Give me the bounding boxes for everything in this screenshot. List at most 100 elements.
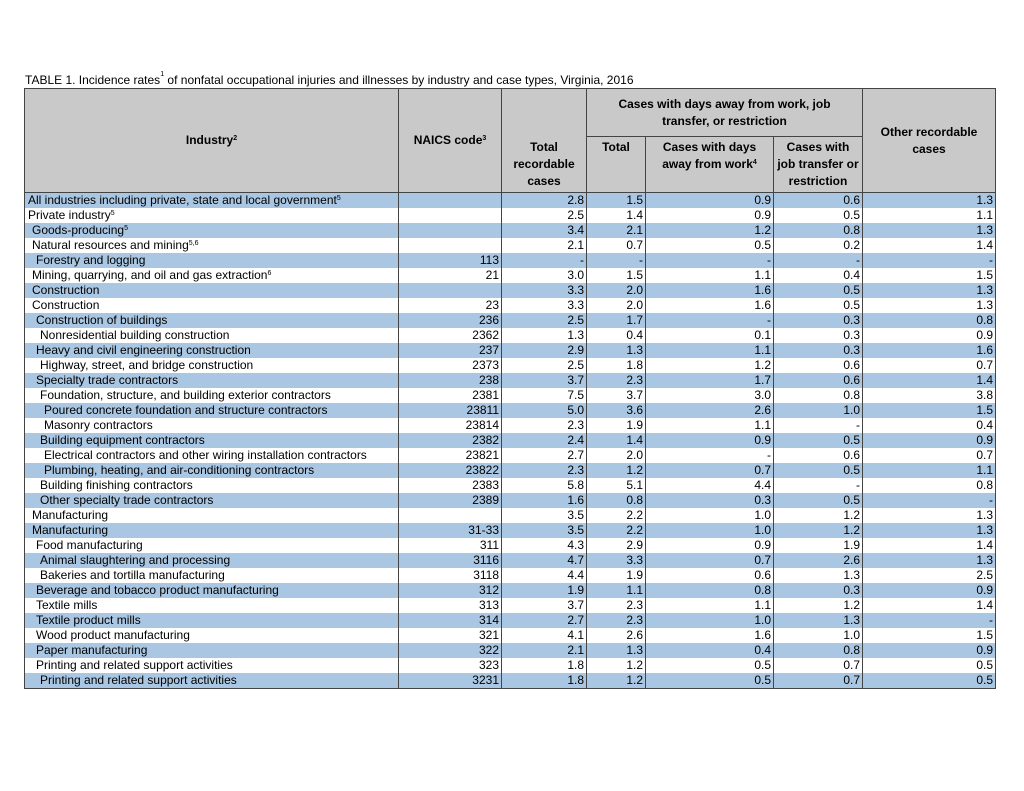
rate-value: 0.9 — [754, 208, 771, 222]
rate-cell: 0.6 — [772, 358, 864, 373]
industry-cell: Electrical contractors and other wiring … — [24, 448, 399, 463]
rate-value: 1.3 — [843, 613, 861, 627]
footnote-mark: 5,6 — [188, 240, 199, 247]
industry-name: Manufacturing — [32, 508, 109, 522]
rate-value: 2.0 — [626, 283, 643, 297]
table-title: TABLE 1. Incidence rates1 of nonfatal oc… — [25, 71, 634, 87]
rate-cell: 1.6 — [645, 283, 774, 298]
rate-cell: 0.9 — [645, 433, 774, 448]
rate-cell: 0.7 — [862, 358, 997, 373]
naics-cell: 2373 — [398, 358, 502, 373]
rate-cell: 4.3 — [501, 538, 587, 553]
rate-value: 1.0 — [843, 628, 861, 642]
industry-name: Paper manufacturing — [36, 643, 148, 657]
table-row: Building finishing contractors 2383 5.8 5.1… — [24, 478, 997, 493]
footnote-mark: 5 — [124, 225, 128, 232]
rate-value: 1.3 — [976, 508, 994, 522]
rate-value: 0.8 — [754, 583, 771, 597]
rate-cell: 0.5 — [772, 208, 864, 223]
rate-cell: 1.1 — [645, 418, 774, 433]
rate-cell: 1.6 — [645, 298, 774, 313]
industry-cell: Bakeries and tortilla manufacturing — [24, 568, 399, 583]
footnote-mark: 5 — [110, 210, 115, 217]
rate-cell: 1.3 — [772, 613, 864, 628]
naics-cell: 23814 — [398, 418, 502, 433]
rate-value: 1.2 — [843, 598, 861, 612]
table-row: Wood product manufacturing 321 4.1 2.6 1.6 1.… — [24, 628, 997, 643]
table-row: Specialty trade contractors 238 3.7 2.3 1.7 0… — [24, 373, 997, 388]
rate-value: 4.4 — [754, 478, 771, 492]
rate-cell: 1.3 — [586, 343, 646, 358]
industry-name: Private industry — [28, 208, 111, 222]
rate-cell: 1.3 — [862, 192, 997, 208]
rate-value: 2.1 — [626, 223, 643, 237]
rate-cell: 1.8 — [586, 358, 646, 373]
rate-value: 3.7 — [626, 388, 643, 402]
table-row: Electrical contractors and other wiring … — [24, 448, 997, 463]
naics-cell: 23 — [398, 298, 502, 313]
industry-name: Printing and related support activities — [40, 673, 237, 687]
rate-cell: 5.1 — [586, 478, 646, 493]
header-cell: NAICS code3 — [398, 88, 502, 193]
rate-cell: 2.5 — [501, 313, 587, 328]
rate-value: 0.5 — [843, 463, 861, 477]
rate-cell: 1.2 — [586, 658, 646, 673]
industry-name: Construction of buildings — [36, 313, 168, 327]
rate-value: 1.6 — [754, 628, 771, 642]
rate-value: 1.0 — [754, 523, 771, 537]
industry-cell: Construction of buildings — [24, 313, 399, 328]
rate-cell: 1.3 — [501, 328, 587, 343]
rate-cell: 1.7 — [586, 313, 646, 328]
rate-value: 0.6 — [843, 193, 861, 207]
industry-cell: Foundation, structure, and building exte… — [24, 388, 399, 403]
rate-cell: 0.3 — [772, 313, 864, 328]
industry-name: Manufacturing — [32, 523, 109, 537]
rate-value: 5.0 — [567, 403, 584, 417]
naics-cell: 3231 — [398, 673, 502, 689]
naics-cell — [398, 208, 502, 223]
rate-value: 0.6 — [843, 358, 861, 372]
rate-cell: 2.0 — [586, 283, 646, 298]
table-row: Construction of buildings 236 2.5 1.7 - 0.3 0.… — [24, 313, 997, 328]
rate-cell: 2.5 — [501, 208, 587, 223]
rate-cell: 1.2 — [645, 358, 774, 373]
naics-code: 2389 — [472, 493, 499, 507]
rate-value: 0.8 — [976, 313, 994, 327]
naics-code: 21 — [485, 268, 499, 282]
rate-cell: 0.3 — [772, 583, 864, 598]
industry-cell: Private industry5 — [24, 208, 399, 223]
rate-cell: 4.4 — [645, 478, 774, 493]
rate-value: 0.9 — [976, 643, 994, 657]
rate-value: 5.8 — [567, 478, 584, 492]
rate-cell: 2.1 — [501, 238, 587, 253]
industry-cell: Highway, street, and bridge construction — [24, 358, 399, 373]
rate-cell: 3.7 — [586, 388, 646, 403]
rate-cell: 1.4 — [862, 373, 997, 388]
rate-value: 0.6 — [843, 373, 861, 387]
industry-name: Textile mills — [36, 598, 98, 612]
industry-name: Natural resources and mining — [32, 238, 189, 252]
rate-cell: 0.6 — [772, 192, 864, 208]
rate-value: 3.3 — [567, 298, 584, 312]
table-row: Building equipment contractors 2382 2.4 1.4… — [24, 433, 997, 448]
rate-value: 1.4 — [976, 238, 994, 252]
rate-value: 1.9 — [626, 568, 643, 582]
rate-value: 2.4 — [567, 433, 584, 447]
rate-cell: 2.9 — [586, 538, 646, 553]
industry-cell: Beverage and tobacco product manufacturi… — [24, 583, 399, 598]
rate-value: 0.8 — [626, 493, 643, 507]
rate-cell: 1.1 — [862, 463, 997, 478]
rate-cell: 2.2 — [586, 508, 646, 523]
rate-cell: 0.8 — [862, 313, 997, 328]
rate-value: - — [767, 313, 771, 327]
industry-name: Food manufacturing — [36, 538, 143, 552]
rate-cell: 2.3 — [586, 598, 646, 613]
rate-value: 0.5 — [754, 673, 771, 687]
naics-code: 311 — [479, 538, 499, 552]
industry-cell: Nonresidential building construction — [24, 328, 399, 343]
naics-code: 238 — [478, 373, 499, 387]
table-row: Heavy and civil engineering construction… — [24, 343, 997, 358]
naics-code: 23821 — [465, 448, 499, 462]
rate-cell: 0.4 — [862, 418, 997, 433]
rate-value: 1.3 — [976, 193, 994, 207]
